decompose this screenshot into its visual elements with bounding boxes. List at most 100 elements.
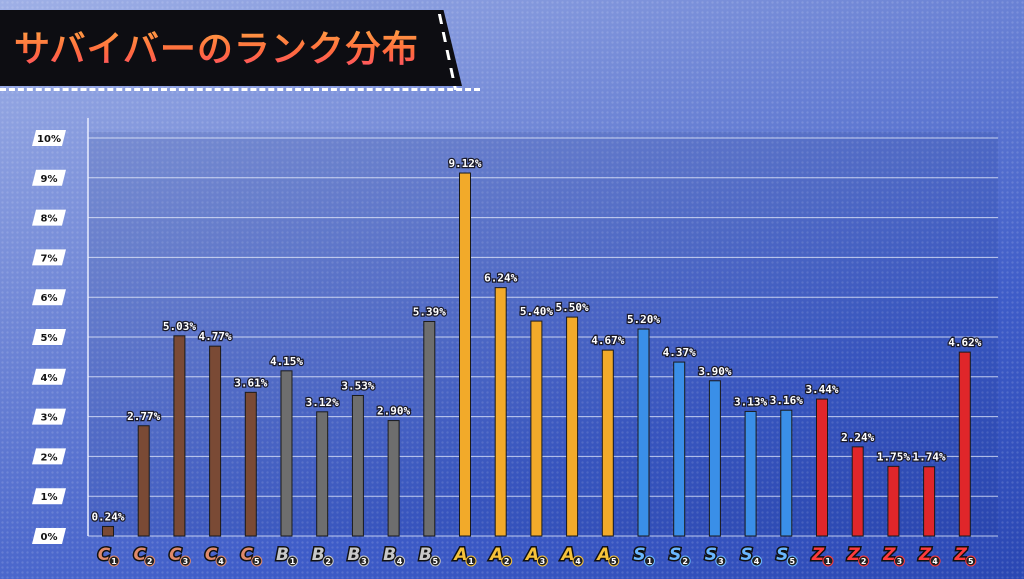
x-tick-rank-number: 3: [361, 557, 367, 566]
bar-a4: [566, 316, 579, 537]
bar-c4: [209, 345, 222, 537]
x-tick-rank-badge: [465, 555, 477, 567]
x-tick-rank-number: 4: [397, 557, 403, 566]
bar-a2: [494, 287, 507, 537]
x-tick-rank-number: 1: [825, 557, 831, 566]
grid-layer: [87, 118, 998, 537]
data-label-z4: 1.74%: [913, 451, 946, 464]
x-tick-rank-letter: S: [705, 545, 717, 565]
data-label-s1: 5.20%: [627, 313, 660, 326]
bar-b1: [280, 370, 293, 537]
x-tick-rank-number: 1: [647, 557, 653, 566]
x-tick-rank-number: 5: [254, 557, 260, 566]
bar-z5: [958, 351, 971, 537]
x-tick-rank-badge: [644, 555, 655, 567]
x-tick-rank-letter: Z: [811, 545, 825, 565]
y-tick-badge: [32, 488, 66, 505]
x-tick-rank-badge: [358, 555, 370, 567]
x-tick-rank-number: 2: [147, 557, 153, 566]
x-tick-rank-letter: S: [776, 545, 788, 565]
x-tick-rank-letter: A: [488, 545, 503, 565]
title-dash-line: [0, 88, 480, 91]
x-tick-rank-letter: S: [669, 545, 681, 565]
y-tick-label: 9%: [41, 174, 58, 185]
y-tick-label: 10%: [37, 134, 61, 145]
y-tick-badge: [32, 528, 66, 544]
data-label-c4: 4.77%: [199, 330, 232, 343]
x-tick-rank-badge: [608, 555, 620, 567]
x-tick-rank-letter: C: [241, 545, 254, 565]
bar-c5: [244, 391, 257, 537]
x-tick-rank-badge: [679, 555, 691, 567]
x-tick-rank-letter: B: [383, 545, 396, 565]
data-label-layer: 0.24% 2.77% 5.03%4.77% 3.61%4.15% 3.12%3.53%…: [90, 156, 983, 525]
x-tick-rank-badge: [893, 555, 905, 567]
y-tick-label: 2%: [41, 452, 58, 463]
chart-title: サバイバーのランク分布: [14, 20, 419, 72]
bar-z2: [851, 446, 864, 537]
data-label-a5: 4.67%: [591, 334, 624, 347]
data-label-a3: 5.40%: [520, 305, 553, 318]
x-tick-rank-badge: [536, 555, 548, 567]
x-tick-rank-letter: S: [633, 545, 645, 565]
bar-s3: [708, 380, 721, 537]
data-label-s3: 3.90%: [698, 365, 731, 378]
x-tick-rank-number: 2: [861, 557, 867, 566]
x-tick-rank-badge: [858, 555, 870, 567]
y-tick-badge: [32, 368, 66, 385]
y-tick-badge: [32, 209, 66, 226]
y-tick-label: 4%: [41, 373, 58, 384]
y-axis: 0% 1% 2% 3% 4% 5% 6% 7% 8% 9% 10%: [32, 130, 66, 544]
bar-layer: [102, 172, 971, 537]
y-tick-label: 1%: [41, 492, 58, 503]
x-tick-rank-number: 2: [682, 557, 688, 566]
x-tick-rank-number: 5: [433, 557, 439, 566]
data-label-z2: 2.24%: [841, 431, 874, 444]
data-label-b3: 3.53%: [341, 380, 374, 393]
bar-s1: [637, 328, 650, 537]
x-tick-rank-badge: [751, 555, 763, 567]
x-tick-rank-number: 3: [718, 557, 724, 566]
x-tick-rank-letter: Z: [954, 545, 968, 565]
x-tick-rank-badge: [322, 555, 334, 567]
x-tick-rank-letter: Z: [918, 545, 932, 565]
x-tick-rank-number: 2: [325, 557, 331, 566]
x-tick-rank-badge: [501, 555, 513, 567]
x-tick-rank-badge: [215, 555, 227, 567]
x-tick-rank-number: 3: [897, 557, 903, 566]
x-tick-rank-letter: B: [312, 545, 325, 565]
x-tick-rank-number: 4: [754, 557, 760, 566]
bar-c3: [173, 335, 186, 537]
x-tick-rank-number: 5: [790, 557, 796, 566]
x-tick-rank-letter: B: [419, 545, 432, 565]
y-tick-badge: [32, 289, 66, 306]
data-label-s4: 3.13%: [734, 395, 767, 408]
x-tick-rank-badge: [251, 555, 263, 567]
x-tick-rank-badge: [822, 555, 834, 567]
data-label-a2: 6.24%: [484, 272, 517, 285]
title-banner: [0, 10, 462, 86]
y-tick-label: 7%: [41, 253, 58, 264]
data-label-s2: 4.37%: [663, 346, 696, 359]
